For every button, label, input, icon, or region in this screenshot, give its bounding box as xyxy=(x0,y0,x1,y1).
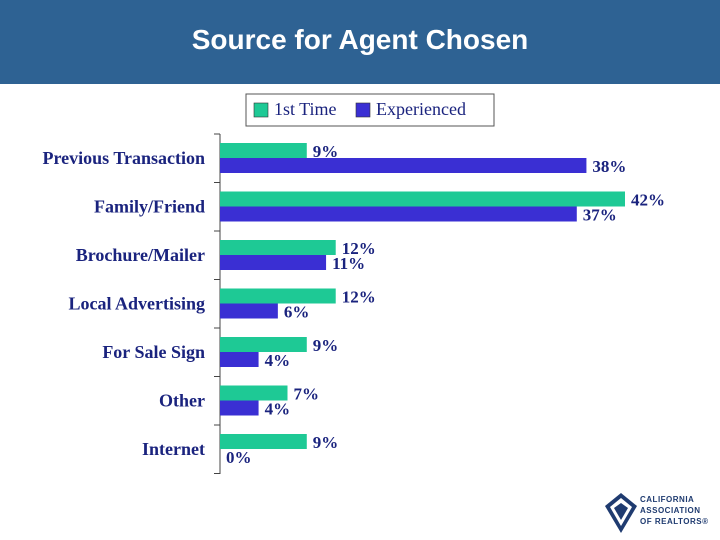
data-label-experienced-internet: 0% xyxy=(226,448,252,467)
category-label-for-sale-sign: For Sale Sign xyxy=(102,342,205,362)
slide-title: Source for Agent Chosen xyxy=(191,24,529,55)
data-label-experienced-other: 4% xyxy=(265,400,291,419)
bar-experienced-previous-transaction xyxy=(220,158,587,173)
axis xyxy=(214,133,221,474)
bar-1st-time-family-friend xyxy=(220,191,625,207)
bar-1st-time-brochure-mailer xyxy=(220,240,336,255)
bar-1st-time-other xyxy=(220,385,288,401)
category-label-previous-transaction: Previous Transaction xyxy=(42,148,205,168)
bar-experienced-for-sale-sign xyxy=(220,352,259,367)
data-label-experienced-brochure-mailer: 11% xyxy=(332,254,365,273)
legend: 1st Time Experienced xyxy=(245,93,495,127)
category-label-other: Other xyxy=(159,391,205,411)
legend-swatch-1st-time xyxy=(253,102,269,118)
data-label-experienced-for-sale-sign: 4% xyxy=(265,351,291,370)
category-label-family-friend: Family/Friend xyxy=(94,197,205,217)
data-label-experienced-previous-transaction: 38% xyxy=(592,157,626,176)
legend-swatch-experienced xyxy=(355,102,371,118)
category-label-internet: Internet xyxy=(142,439,205,459)
bars: Previous Transaction 9% 38% Family/Friend 42… xyxy=(42,142,665,467)
bar-experienced-family-friend xyxy=(220,206,577,222)
data-label-1st-time-previous-transaction: 9% xyxy=(313,142,339,161)
bar-experienced-other xyxy=(220,400,259,416)
logo-line-3: OF REALTORS® xyxy=(640,517,709,526)
data-label-1st-time-family-friend: 42% xyxy=(631,191,665,210)
data-label-1st-time-other: 7% xyxy=(294,385,320,404)
data-label-1st-time-local-advertising: 12% xyxy=(342,288,376,307)
category-label-local-advertising: Local Advertising xyxy=(68,294,205,314)
title-banner: Source for Agent Chosen xyxy=(0,0,720,84)
bar-1st-time-internet xyxy=(220,434,307,449)
logo-line-2: ASSOCIATION xyxy=(640,506,701,515)
logo-mark-icon xyxy=(605,493,637,533)
bar-1st-time-previous-transaction xyxy=(220,143,307,158)
realtors-logo: CALIFORNIA ASSOCIATION OF REALTORS® xyxy=(604,490,714,534)
bar-experienced-brochure-mailer xyxy=(220,255,327,270)
bar-1st-time-for-sale-sign xyxy=(220,337,307,352)
data-label-experienced-local-advertising: 6% xyxy=(284,303,310,322)
legend-label-experienced: Experienced xyxy=(376,99,466,119)
legend-label-1st-time: 1st Time xyxy=(274,99,337,119)
logo-line-1: CALIFORNIA xyxy=(640,495,695,504)
bar-1st-time-local-advertising xyxy=(220,288,336,304)
category-label-brochure-mailer: Brochure/Mailer xyxy=(76,245,205,265)
bar-chart: 1st Time Experienced Previous Transaction… xyxy=(42,93,665,474)
data-label-1st-time-brochure-mailer: 12% xyxy=(342,239,376,258)
data-label-1st-time-internet: 9% xyxy=(313,433,339,452)
data-label-1st-time-for-sale-sign: 9% xyxy=(313,336,339,355)
bar-experienced-local-advertising xyxy=(220,303,278,319)
data-label-experienced-family-friend: 37% xyxy=(583,206,617,225)
